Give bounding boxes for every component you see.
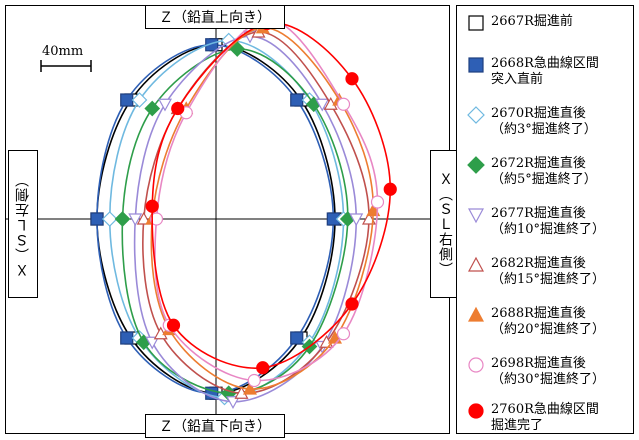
data-point [349,213,364,227]
z-axis-bottom-label: Ｚ（鉛直下向き） [145,414,285,438]
data-point [120,93,134,107]
legend-label: 2667R掘進前 [491,14,573,29]
legend-marker-icon [468,57,484,73]
data-point [247,373,261,388]
legend-marker-icon [467,208,485,224]
z-axis-top-label: Ｚ（鉛直上向き） [145,5,285,29]
data-point [370,195,385,209]
legend-marker-icon [467,256,485,272]
data-point [144,100,161,117]
series-5 [128,30,364,410]
plot-area [5,5,451,435]
data-point [90,212,104,226]
chart-canvas [6,6,451,435]
legend-marker-icon [467,156,485,174]
data-point [345,72,359,86]
data-point [242,381,258,395]
data-point [290,331,304,345]
data-point [120,331,134,345]
data-point [131,92,148,108]
x-axis-right-text: Ｘ（ＳＬ右側） [437,171,453,277]
data-point [136,211,151,225]
data-point [383,182,397,196]
legend-label: 2698R掘進直後 （約30°掘進終了） [491,356,606,387]
legend: 2667R掘進前 2668R急曲線区間 突入直前 2670R掘進直後 （約3°掘進終… [456,5,634,434]
x-axis-left-text: Ｘ（ＳＬ左側） [15,171,31,277]
z-axis-top-text: Ｚ（鉛直上向き） [159,10,271,26]
legend-marker-icon [467,106,485,124]
data-point [145,199,159,213]
data-point [366,203,381,217]
data-point [114,211,131,227]
series-4 [114,41,356,402]
data-point [256,361,270,375]
data-point [157,98,173,112]
data-point [101,211,118,227]
legend-label: 2760R急曲線区間 掘進完了 [491,402,599,433]
data-point [315,98,330,112]
x-axis-right-label: Ｘ（ＳＬ右側） [430,150,460,298]
data-point [336,97,351,111]
data-point [128,213,143,227]
legend-label: 2672R掘進直後 （約5°掘進終了） [491,156,597,187]
scale-bar [40,60,92,72]
data-point [171,101,185,116]
x-axis-left-label: Ｘ（ＳＬ左側） [8,150,38,298]
scale-bar-label: 40mm [42,44,84,59]
legend-label: 2682R掘進直後 （約15°掘進終了） [491,256,606,287]
legend-label: 2668R急曲線区間 突入直前 [491,56,599,87]
data-point [336,327,351,341]
legend-label: 2688R掘進直後 （約20°掘進終了） [491,306,606,337]
data-point [149,212,164,226]
data-point [229,41,246,57]
data-point [145,336,160,350]
legend-marker-icon [468,357,484,373]
legend-label: 2670R掘進直後 （約3°掘進終了） [491,106,597,137]
data-point [345,297,359,311]
legend-marker-icon [468,15,484,31]
series-9 [145,16,397,375]
legend-marker-icon [468,403,484,419]
data-point [166,318,181,332]
legend-label: 2677R掘進直後 （約10°掘進終了） [491,206,606,237]
data-point [290,93,304,107]
z-axis-bottom-text: Ｚ（鉛直下向き） [159,419,271,435]
legend-marker-icon [467,306,485,322]
data-point [225,396,241,410]
